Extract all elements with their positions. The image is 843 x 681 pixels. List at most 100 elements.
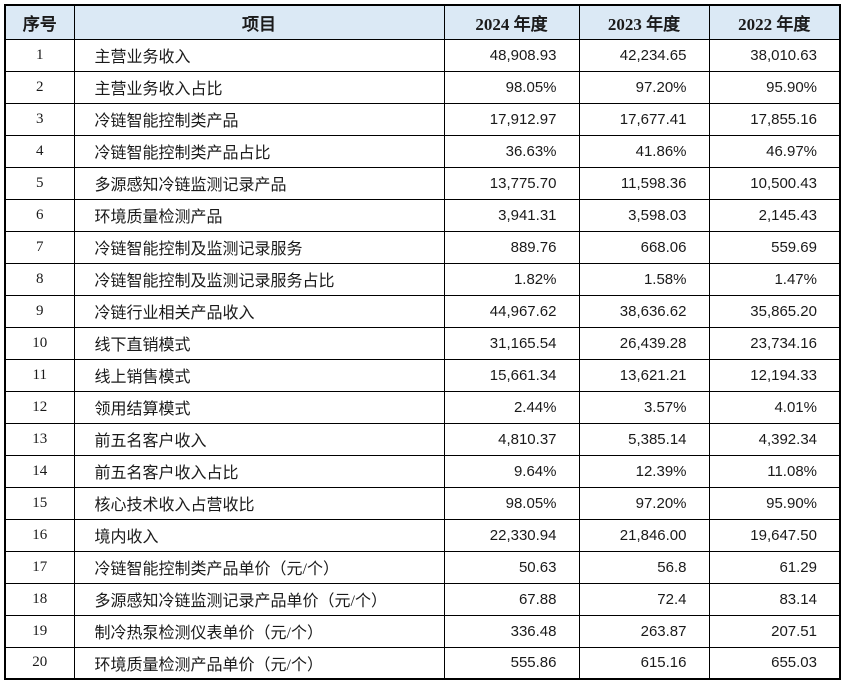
row-index-cell: 1 bbox=[4, 38, 75, 72]
row-index-cell: 17 bbox=[4, 550, 75, 584]
item-label-cell: 环境质量检测产品单价（元/个） bbox=[73, 646, 445, 680]
value-2024-cell: 44,967.62 bbox=[443, 294, 580, 328]
table-row: 6 环境质量检测产品 3,941.31 3,598.03 2,145.43 bbox=[4, 198, 841, 232]
row-index-cell: 12 bbox=[4, 390, 75, 424]
table-row: 7 冷链智能控制及监测记录服务 889.76 668.06 559.69 bbox=[4, 230, 841, 264]
table-row: 1 主营业务收入 48,908.93 42,234.65 38,010.63 bbox=[4, 38, 841, 72]
item-label-cell: 主营业务收入占比 bbox=[73, 70, 445, 104]
value-2024-cell: 555.86 bbox=[443, 646, 580, 680]
row-index-cell: 19 bbox=[4, 614, 75, 648]
value-2023-cell: 5,385.14 bbox=[578, 422, 710, 456]
item-label-cell: 冷链智能控制类产品 bbox=[73, 102, 445, 136]
table-header-row: 序号 项目 2024 年度 2023 年度 2022 年度 bbox=[4, 4, 841, 40]
value-2023-cell: 615.16 bbox=[578, 646, 710, 680]
row-index-cell: 10 bbox=[4, 326, 75, 360]
value-2023-cell: 3,598.03 bbox=[578, 198, 710, 232]
item-label-cell: 前五名客户收入 bbox=[73, 422, 445, 456]
value-2024-cell: 67.88 bbox=[443, 582, 580, 616]
value-2022-cell: 4.01% bbox=[708, 390, 841, 424]
table-row: 2 主营业务收入占比 98.05% 97.20% 95.90% bbox=[4, 70, 841, 104]
value-2022-cell: 38,010.63 bbox=[708, 38, 841, 72]
value-2024-cell: 336.48 bbox=[443, 614, 580, 648]
value-2022-cell: 559.69 bbox=[708, 230, 841, 264]
value-2022-cell: 17,855.16 bbox=[708, 102, 841, 136]
value-2023-cell: 263.87 bbox=[578, 614, 710, 648]
item-label-cell: 境内收入 bbox=[73, 518, 445, 552]
value-2024-cell: 3,941.31 bbox=[443, 198, 580, 232]
value-2023-cell: 38,636.62 bbox=[578, 294, 710, 328]
row-index-cell: 11 bbox=[4, 358, 75, 392]
item-label-cell: 前五名客户收入占比 bbox=[73, 454, 445, 488]
value-2023-cell: 13,621.21 bbox=[578, 358, 710, 392]
value-2024-cell: 98.05% bbox=[443, 70, 580, 104]
value-2023-cell: 26,439.28 bbox=[578, 326, 710, 360]
item-label-cell: 领用结算模式 bbox=[73, 390, 445, 424]
table-row: 4 冷链智能控制类产品占比 36.63% 41.86% 46.97% bbox=[4, 134, 841, 168]
value-2022-cell: 1.47% bbox=[708, 262, 841, 296]
table-row: 13 前五名客户收入 4,810.37 5,385.14 4,392.34 bbox=[4, 422, 841, 456]
item-label-cell: 冷链智能控制类产品占比 bbox=[73, 134, 445, 168]
value-2024-cell: 1.82% bbox=[443, 262, 580, 296]
item-label-cell: 制冷热泵检测仪表单价（元/个） bbox=[73, 614, 445, 648]
value-2024-cell: 98.05% bbox=[443, 486, 580, 520]
item-label-cell: 冷链智能控制类产品单价（元/个） bbox=[73, 550, 445, 584]
row-index-cell: 3 bbox=[4, 102, 75, 136]
row-index-cell: 5 bbox=[4, 166, 75, 200]
table-row: 19 制冷热泵检测仪表单价（元/个） 336.48 263.87 207.51 bbox=[4, 614, 841, 648]
row-index-cell: 2 bbox=[4, 70, 75, 104]
header-year-2023: 2023 年度 bbox=[578, 4, 710, 40]
value-2024-cell: 22,330.94 bbox=[443, 518, 580, 552]
value-2022-cell: 207.51 bbox=[708, 614, 841, 648]
value-2023-cell: 56.8 bbox=[578, 550, 710, 584]
table-row: 20 环境质量检测产品单价（元/个） 555.86 615.16 655.03 bbox=[4, 646, 841, 680]
item-label-cell: 冷链智能控制及监测记录服务占比 bbox=[73, 262, 445, 296]
table-body: 1 主营业务收入 48,908.93 42,234.65 38,010.63 2 主营业务收… bbox=[4, 38, 841, 680]
value-2023-cell: 17,677.41 bbox=[578, 102, 710, 136]
item-label-cell: 冷链行业相关产品收入 bbox=[73, 294, 445, 328]
value-2023-cell: 72.4 bbox=[578, 582, 710, 616]
value-2022-cell: 95.90% bbox=[708, 486, 841, 520]
table-row: 12 领用结算模式 2.44% 3.57% 4.01% bbox=[4, 390, 841, 424]
table-row: 16 境内收入 22,330.94 21,846.00 19,647.50 bbox=[4, 518, 841, 552]
value-2024-cell: 36.63% bbox=[443, 134, 580, 168]
table-row: 5 多源感知冷链监测记录产品 13,775.70 11,598.36 10,500.43 bbox=[4, 166, 841, 200]
row-index-cell: 15 bbox=[4, 486, 75, 520]
row-index-cell: 13 bbox=[4, 422, 75, 456]
value-2024-cell: 4,810.37 bbox=[443, 422, 580, 456]
financial-table: 序号 项目 2024 年度 2023 年度 2022 年度 1 主营业务收入 48,… bbox=[4, 4, 841, 680]
value-2024-cell: 48,908.93 bbox=[443, 38, 580, 72]
table-row: 17 冷链智能控制类产品单价（元/个） 50.63 56.8 61.29 bbox=[4, 550, 841, 584]
value-2022-cell: 12,194.33 bbox=[708, 358, 841, 392]
header-year-2024: 2024 年度 bbox=[443, 4, 580, 40]
value-2023-cell: 42,234.65 bbox=[578, 38, 710, 72]
item-label-cell: 核心技术收入占营收比 bbox=[73, 486, 445, 520]
value-2024-cell: 15,661.34 bbox=[443, 358, 580, 392]
item-label-cell: 冷链智能控制及监测记录服务 bbox=[73, 230, 445, 264]
item-label-cell: 主营业务收入 bbox=[73, 38, 445, 72]
value-2022-cell: 95.90% bbox=[708, 70, 841, 104]
value-2023-cell: 97.20% bbox=[578, 486, 710, 520]
row-index-cell: 4 bbox=[4, 134, 75, 168]
value-2023-cell: 21,846.00 bbox=[578, 518, 710, 552]
value-2022-cell: 2,145.43 bbox=[708, 198, 841, 232]
value-2022-cell: 11.08% bbox=[708, 454, 841, 488]
row-index-cell: 7 bbox=[4, 230, 75, 264]
row-index-cell: 18 bbox=[4, 582, 75, 616]
header-item: 项目 bbox=[73, 4, 445, 40]
table-row: 3 冷链智能控制类产品 17,912.97 17,677.41 17,855.16 bbox=[4, 102, 841, 136]
value-2022-cell: 655.03 bbox=[708, 646, 841, 680]
value-2022-cell: 61.29 bbox=[708, 550, 841, 584]
value-2022-cell: 23,734.16 bbox=[708, 326, 841, 360]
value-2024-cell: 17,912.97 bbox=[443, 102, 580, 136]
value-2023-cell: 41.86% bbox=[578, 134, 710, 168]
table-row: 8 冷链智能控制及监测记录服务占比 1.82% 1.58% 1.47% bbox=[4, 262, 841, 296]
item-label-cell: 环境质量检测产品 bbox=[73, 198, 445, 232]
value-2024-cell: 2.44% bbox=[443, 390, 580, 424]
value-2024-cell: 9.64% bbox=[443, 454, 580, 488]
value-2022-cell: 19,647.50 bbox=[708, 518, 841, 552]
table-row: 11 线上销售模式 15,661.34 13,621.21 12,194.33 bbox=[4, 358, 841, 392]
value-2022-cell: 4,392.34 bbox=[708, 422, 841, 456]
value-2024-cell: 31,165.54 bbox=[443, 326, 580, 360]
row-index-cell: 9 bbox=[4, 294, 75, 328]
value-2023-cell: 11,598.36 bbox=[578, 166, 710, 200]
